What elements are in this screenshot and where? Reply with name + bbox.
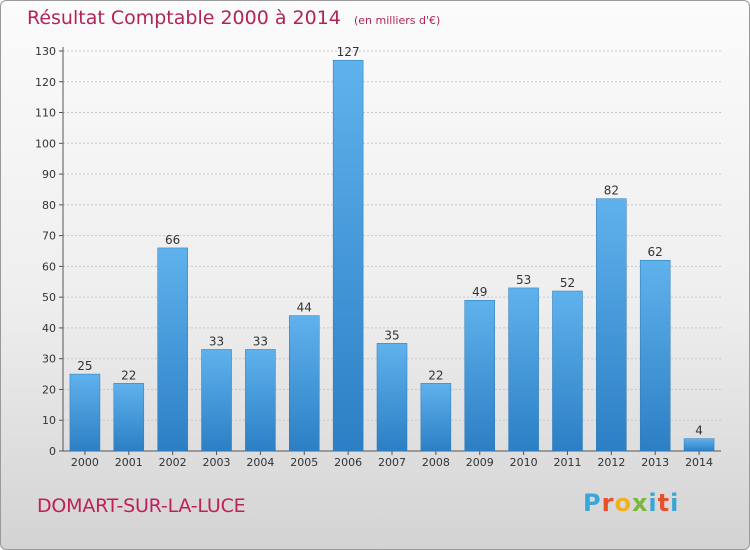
axis-layer: 0 10 20 30 40 50 60 70 80 90 100 110 120 130 [35,45,721,458]
bar-2013 [639,259,671,452]
y-tick-label: 40 [42,322,56,335]
y-tick-label: 20 [42,383,56,396]
y-tick-label: 90 [42,168,56,181]
y-tick-label: 0 [49,445,56,458]
title-row: Résultat Comptable 2000 à 2014 (en milli… [27,7,440,29]
y-tick-label: 70 [42,230,56,243]
bar-2000 [69,373,101,452]
data-label: 53 [516,273,531,287]
data-label: 62 [648,245,663,259]
bar-2014 [683,438,715,452]
x-tick-label: 2011 [553,456,581,469]
data-label: 35 [384,328,399,342]
x-tick-label: 2001 [115,456,143,469]
x-tick-label: 2000 [71,456,99,469]
y-tick-label: 50 [42,291,56,304]
x-tick-label: 2013 [641,456,669,469]
data-label: 82 [604,184,619,198]
data-label: 22 [428,368,443,382]
bar-2002 [157,247,188,452]
x-tick-label: 2014 [685,456,713,469]
label-layer: 25 2000 22 2001 66 2002 33 2003 33 2004 44 2005 127 2… [71,45,713,469]
y-tick-label: 80 [42,199,56,212]
y-tick-label: 130 [35,45,56,58]
bar-2008 [420,383,452,452]
y-tick-label: 60 [42,260,56,273]
x-tick-label: 2003 [203,456,231,469]
x-tick-label: 2007 [378,456,406,469]
y-tick-label: 110 [35,107,56,120]
bar-2011 [552,290,583,452]
x-tick-label: 2006 [334,456,362,469]
bar-2006 [332,59,364,452]
x-tick-label: 2008 [422,456,450,469]
data-label: 33 [253,334,268,348]
x-tick-label: 2005 [290,456,318,469]
x-tick-label: 2012 [597,456,625,469]
x-tick-label: 2010 [510,456,538,469]
y-tick-label: 100 [35,137,56,150]
data-label: 66 [165,233,180,247]
bar-2005 [289,315,320,452]
y-tick-label: 10 [42,414,56,427]
bar-2009 [464,299,495,452]
x-tick-label: 2009 [466,456,494,469]
x-tick-label: 2004 [246,456,274,469]
y-tick-label: 30 [42,353,56,366]
data-label: 127 [337,45,360,59]
bar-2010 [508,287,539,452]
bar-2003 [201,349,232,452]
data-label: 33 [209,334,224,348]
x-tick-label: 2002 [159,456,187,469]
y-tick-label: 120 [35,76,56,89]
bar-2012 [596,198,627,452]
data-label: 52 [560,276,575,290]
bar-layer [69,59,715,452]
data-label: 44 [297,301,312,315]
data-label: 4 [695,424,703,438]
bar-2004 [245,349,276,452]
data-label: 25 [77,359,92,373]
data-label: 49 [472,285,487,299]
proxiti-logo: Proxiti [583,489,680,517]
chart-title: Résultat Comptable 2000 à 2014 [27,7,341,29]
commune-name: DOMART-SUR-LA-LUCE [37,495,246,517]
chart-subtitle: (en milliers d'€) [353,14,441,27]
data-label: 22 [121,368,136,382]
bar-2007 [376,343,408,452]
bar-2001 [113,383,145,452]
